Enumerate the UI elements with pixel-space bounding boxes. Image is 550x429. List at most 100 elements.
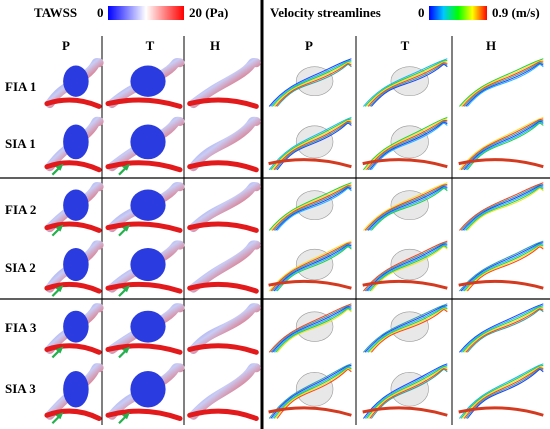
- streamline-branch: [268, 406, 352, 417]
- streamline-image-sia2-t: [362, 240, 448, 292]
- streamline: [459, 240, 544, 292]
- aneurysm-sac: [63, 65, 89, 97]
- row-label-sia2: SIA 2: [5, 260, 36, 275]
- streamline: [463, 186, 544, 231]
- vessel-shape: [188, 116, 261, 172]
- streamline-image-fia3-p: [268, 303, 352, 353]
- streamline: [364, 59, 448, 107]
- streamline: [465, 368, 544, 419]
- streamline-branch: [362, 279, 448, 290]
- streamline: [268, 182, 352, 231]
- streamline-branch: [362, 158, 448, 169]
- streamline-image-fia1-p: [268, 58, 352, 107]
- streamline: [467, 64, 544, 107]
- streamline: [363, 303, 448, 353]
- streamline: [363, 116, 448, 171]
- vessel-shape: [188, 182, 261, 233]
- vessel-branch: [44, 221, 102, 233]
- aneurysm-sac: [63, 310, 89, 343]
- streamline: [460, 183, 544, 231]
- streamline: [467, 309, 544, 353]
- streamline: [369, 245, 448, 292]
- streamline: [463, 367, 544, 419]
- green-arrow-head-icon: [122, 412, 130, 420]
- tawss-image-sia3-h: [187, 363, 261, 421]
- vessel-branch: [187, 408, 259, 421]
- tawss-image-fia2-h: [187, 182, 261, 233]
- streamline: [366, 306, 448, 353]
- streamline: [460, 118, 544, 171]
- aneurysm-sac: [130, 310, 166, 343]
- row-label-fia2: FIA 2: [5, 202, 36, 217]
- tawss-image-sia3-p: [44, 363, 104, 425]
- streamline-image-fia2-h: [459, 182, 544, 231]
- streamline: [275, 121, 352, 171]
- streamline: [363, 58, 448, 107]
- streamline: [272, 306, 352, 353]
- right-scale-max: 0.9 (m/s): [492, 5, 540, 20]
- streamline: [364, 304, 448, 353]
- green-arrow-head-icon: [122, 224, 130, 232]
- streamline: [268, 240, 352, 292]
- row-label-fia3: FIA 3: [5, 320, 37, 335]
- streamline: [366, 243, 448, 292]
- aneurysm-sac: [63, 124, 89, 160]
- streamline: [268, 58, 352, 107]
- green-arrow-head-icon: [55, 346, 64, 354]
- streamline: [459, 58, 544, 107]
- streamline: [273, 307, 352, 353]
- right-header: Velocity streamlines 0 0.9 (m/s): [270, 5, 540, 20]
- streamline: [276, 309, 352, 353]
- tawss-image-fia2-p: [44, 182, 104, 237]
- vessel-branch: [105, 408, 183, 421]
- streamline: [270, 118, 352, 171]
- streamline: [367, 244, 448, 292]
- streamline: [276, 188, 352, 231]
- streamline-image-fia1-t: [363, 58, 448, 107]
- tawss-image-fia1-t: [105, 58, 185, 109]
- streamline: [459, 116, 544, 171]
- vessel-branch: [44, 160, 102, 173]
- streamline: [462, 366, 544, 419]
- vessel-branch: [105, 281, 183, 294]
- streamline: [275, 63, 352, 107]
- aneurysm-sac: [63, 248, 89, 282]
- streamline: [467, 122, 544, 171]
- aneurysm-sac: [130, 189, 166, 221]
- streamline: [371, 309, 448, 353]
- vessel-shape: [188, 363, 261, 420]
- streamline: [460, 304, 544, 353]
- aneurysm-sac: [63, 371, 89, 408]
- streamline: [273, 367, 352, 419]
- streamline: [371, 64, 448, 107]
- streamline: [369, 63, 448, 107]
- streamline: [272, 61, 352, 107]
- right-title: Velocity streamlines: [270, 5, 381, 20]
- streamline: [371, 188, 448, 231]
- streamline: [275, 187, 352, 231]
- tawss-image-sia2-h: [187, 240, 261, 294]
- streamline: [271, 366, 352, 419]
- row-label-sia3: SIA 3: [5, 381, 36, 396]
- green-arrow-head-icon: [55, 163, 64, 171]
- streamline: [369, 187, 448, 231]
- vessel-branch: [105, 343, 183, 355]
- vessel-branch: [44, 97, 102, 109]
- streamline-image-sia3-h: [458, 363, 544, 419]
- green-arrow-head-icon: [55, 412, 64, 420]
- streamline: [273, 62, 352, 107]
- streamline: [270, 59, 352, 107]
- streamline: [268, 116, 352, 171]
- tawss-image-fia3-t: [105, 303, 185, 359]
- streamline-branch: [362, 406, 448, 417]
- green-arrow-head-icon: [122, 285, 130, 293]
- streamline: [366, 119, 448, 171]
- streamline: [462, 119, 544, 171]
- aneurysm-sac: [130, 371, 166, 408]
- vessel-branch: [187, 160, 259, 173]
- vessel-shape: [188, 240, 261, 293]
- tawss-image-sia2-p: [44, 240, 104, 297]
- col-header-left-p: P: [62, 38, 70, 53]
- green-arrow-head-icon: [55, 285, 64, 293]
